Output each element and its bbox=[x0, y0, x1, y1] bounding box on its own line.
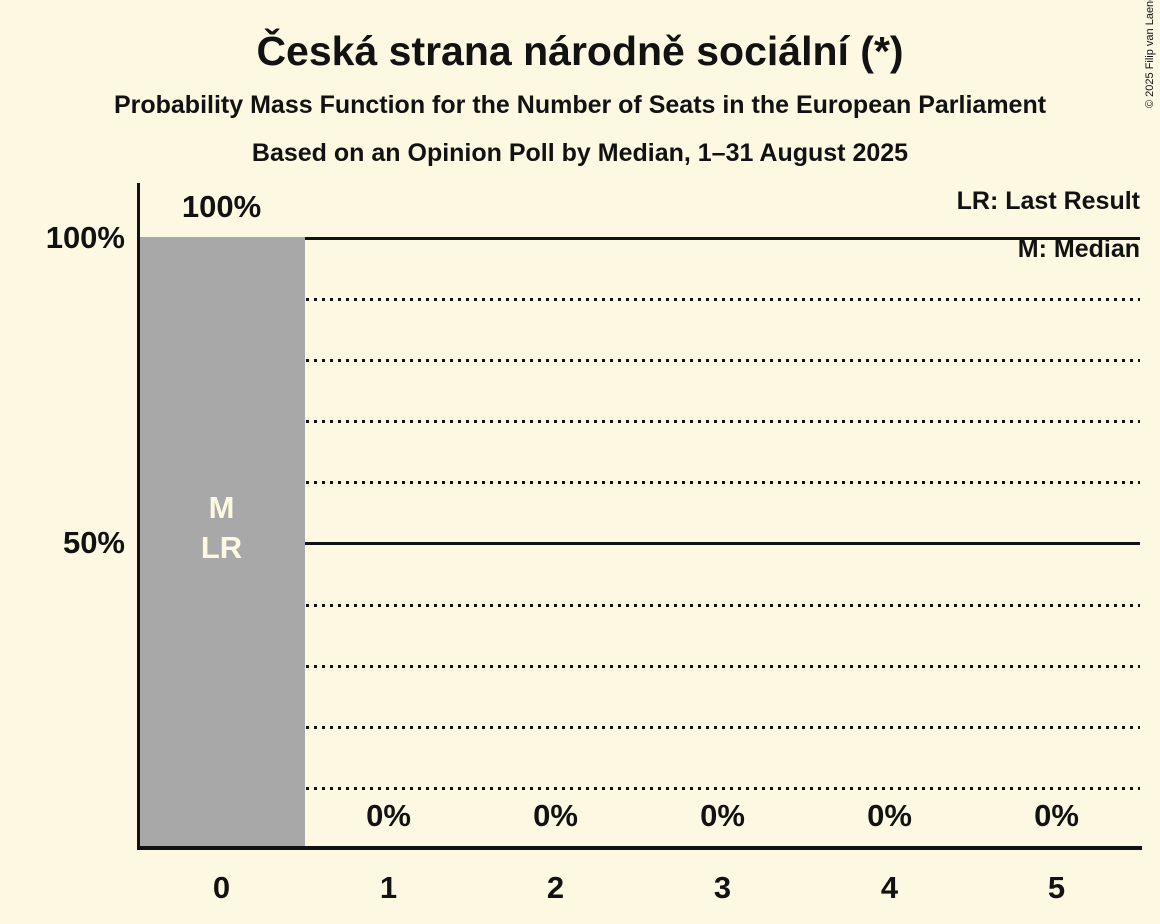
bar-seat-0 bbox=[138, 237, 305, 848]
x-axis-tick-label-4: 4 bbox=[880, 870, 899, 905]
x-axis-tick-label-0: 0 bbox=[212, 870, 231, 905]
y-axis-tick-50: 50% bbox=[62, 525, 125, 560]
gridline-dotted-10 bbox=[138, 787, 1140, 790]
legend-median-label: M: Median bbox=[1017, 235, 1140, 263]
plot-area: 100% 0 0% 1 0% 2 0% 3 0% 4 0% 5 M LR bbox=[138, 183, 1140, 905]
gridline-dotted-60 bbox=[138, 481, 1140, 484]
gridline-dotted-90 bbox=[138, 298, 1140, 301]
x-axis-tick-label-5: 5 bbox=[1047, 870, 1066, 905]
gridline-dotted-40 bbox=[138, 604, 1140, 607]
x-axis-line bbox=[137, 846, 1142, 850]
bar-value-label-seat-3: 0% bbox=[700, 798, 745, 833]
bar-value-label-seat-4: 0% bbox=[867, 798, 912, 833]
bar-value-label-seat-2: 0% bbox=[533, 798, 578, 833]
gridline-dotted-30 bbox=[138, 665, 1140, 668]
gridline-dotted-70 bbox=[138, 420, 1140, 423]
gridline-dotted-80 bbox=[138, 359, 1140, 362]
bar-value-label-seat-1: 0% bbox=[366, 798, 411, 833]
chart-poll-info: Based on an Opinion Poll by Median, 1–31… bbox=[251, 139, 909, 167]
y-axis-line bbox=[137, 183, 140, 850]
legend-last-result-label: LR: Last Result bbox=[956, 187, 1140, 215]
gridline-dotted-20 bbox=[138, 726, 1140, 729]
bar-annotation-median-lastresult: M LR bbox=[200, 490, 243, 565]
gridline-solid-50 bbox=[138, 542, 1140, 545]
y-axis-tick-100: 100% bbox=[45, 220, 125, 255]
gridline-solid-100 bbox=[138, 237, 1140, 240]
copyright-notice: © 2025 Filip van Laenen bbox=[1144, 0, 1156, 108]
chart-title: Česká strana národně sociální (*) bbox=[256, 28, 904, 74]
bar-value-label-seat-5: 0% bbox=[1034, 798, 1079, 833]
chart-subtitle: Probability Mass Function for the Number… bbox=[113, 91, 1047, 119]
x-axis-tick-label-2: 2 bbox=[546, 870, 565, 905]
bar-value-label-seat-0: 100% bbox=[181, 189, 262, 224]
x-axis-tick-label-3: 3 bbox=[713, 870, 732, 905]
x-axis-tick-label-1: 1 bbox=[379, 870, 398, 905]
